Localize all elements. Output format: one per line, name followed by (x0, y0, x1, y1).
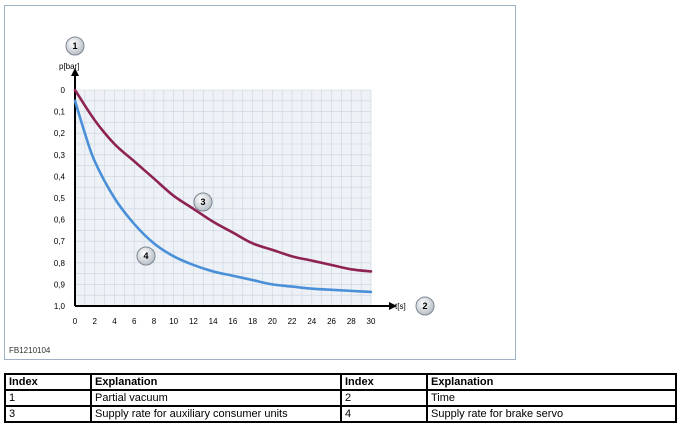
legend-cell: 2 (340, 389, 428, 407)
legend-cell: 4 (340, 405, 428, 423)
x-tick-label: 10 (169, 317, 178, 326)
legend-header-cell: Index (340, 373, 428, 391)
callout-badge-2 (415, 296, 435, 316)
legend-cell: Supply rate for brake servo (426, 405, 677, 423)
callout-badge-1-label: 1 (72, 41, 77, 51)
x-tick-label: 24 (307, 317, 316, 326)
x-tick-label: 30 (367, 317, 376, 326)
x-tick-label: 26 (327, 317, 336, 326)
x-tick-label: 6 (132, 317, 137, 326)
y-axis-arrow (71, 68, 79, 76)
callout-badge-3 (193, 192, 213, 212)
legend-row: 1 Partial vacuum 2 Time (4, 389, 677, 407)
x-tick-label: 2 (93, 317, 98, 326)
x-tick-label: 18 (248, 317, 257, 326)
x-tick-label: 0 (73, 317, 78, 326)
legend-cell: 1 (4, 389, 92, 407)
legend-cell: Partial vacuum (90, 389, 342, 407)
x-tick-label: 22 (288, 317, 297, 326)
legend-cell: Time (426, 389, 677, 407)
legend-cell: Supply rate for auxiliary consumer units (90, 405, 342, 423)
legend-table: Index Explanation Index Explanation 1 Pa… (4, 373, 677, 423)
y-tick-label: 0,9 (54, 280, 66, 289)
y-tick-label: 0,4 (54, 172, 66, 181)
series-line-3 (73, 88, 373, 273)
y-tick-label: 0,5 (54, 194, 66, 203)
legend-header-cell: Index (4, 373, 92, 391)
y-tick-label: 0,8 (54, 259, 66, 268)
legend-cell: 3 (4, 405, 92, 423)
callout-badge-3-label: 3 (200, 197, 205, 207)
x-tick-label: 14 (209, 317, 218, 326)
x-axis-label: t[s] (395, 302, 406, 311)
series-line-4 (73, 99, 373, 294)
callout-badge-1 (65, 36, 85, 56)
figure-frame: 0 2 4 6 8 10 12 14 16 18 20 22 24 26 28 30 0 0,1 0,2 0,3 0,4… (4, 5, 516, 360)
pressure-time-chart: 0 2 4 6 8 10 12 14 16 18 20 22 24 26 28 3000,10,20,30,4… (54, 36, 435, 326)
x-tick-label: 12 (189, 317, 198, 326)
legend-header-cell: Explanation (426, 373, 677, 391)
x-tick-label: 16 (228, 317, 237, 326)
y-axis-label: p[bar] (59, 62, 79, 71)
legend-row: 3 Supply rate for auxiliary consumer uni… (4, 405, 677, 423)
callout-badge-4 (136, 246, 156, 266)
y-tick-label: 1,0 (54, 302, 66, 311)
legend-header-cell: Explanation (90, 373, 342, 391)
x-tick-label: 28 (347, 317, 356, 326)
y-tick-label: 0,1 (54, 108, 66, 117)
y-tick-label: 0,3 (54, 151, 66, 160)
y-tick-label: 0,6 (54, 216, 66, 225)
callout-badge-4-label: 4 (143, 251, 148, 261)
x-tick-label: 4 (112, 317, 117, 326)
y-tick-label: 0 (61, 86, 66, 95)
legend-header-row: Index Explanation Index Explanation (4, 373, 677, 391)
y-tick-label: 0,2 (54, 129, 66, 138)
callout-badge-2-label: 2 (422, 301, 427, 311)
figure-id: FB1210104 (9, 346, 51, 355)
y-tick-label: 0,7 (54, 237, 66, 246)
x-tick-label: 8 (152, 317, 157, 326)
x-tick-label: 20 (268, 317, 277, 326)
x-axis-arrow (389, 302, 397, 310)
